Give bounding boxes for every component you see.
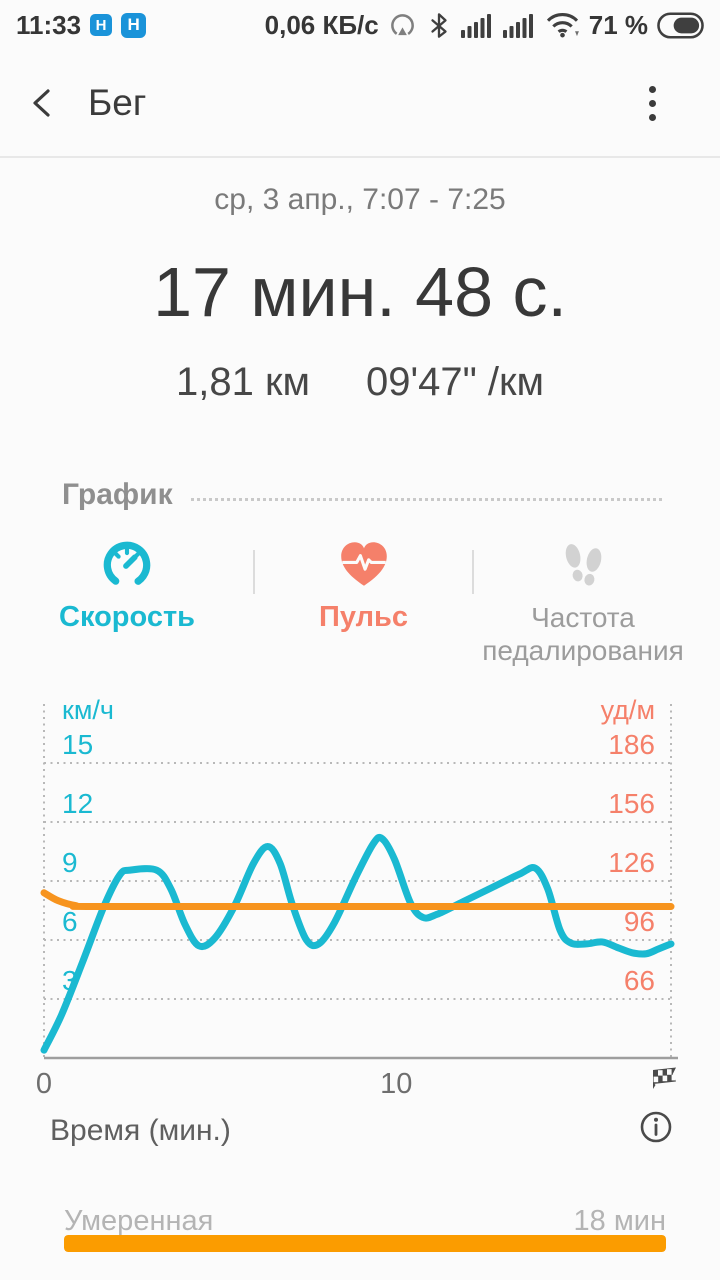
sim1-network-badge: H [90,14,113,36]
intensity-labels: Умеренная 18 мин [64,1205,666,1238]
app-bar: Бег [0,50,720,158]
axis-tick-label: 96 [623,905,655,937]
tab-speed[interactable]: Скорость [0,536,254,634]
axis-tick-label: 9 [62,846,78,878]
x-axis-label: Время (мин.) [50,1114,231,1147]
workout-duration: 17 мин. 48 с. [153,253,567,331]
axis-tick-label: 156 [608,787,655,819]
cellular-signal-icon-sim2 [502,13,533,38]
axis-tick-label: 15 [62,728,94,760]
tab-pulse[interactable]: Пульс [254,536,473,634]
axis-tick-label: 186 [608,728,655,760]
axis-tick-label: 0 [35,1068,53,1100]
intensity-duration-label: 18 мин [573,1205,666,1237]
gauge-icon [103,541,151,589]
back-icon[interactable] [26,86,60,120]
intensity-progress-bar [64,1235,666,1252]
axis-tick-label: 10 [380,1068,413,1100]
workout-substats: 1,81 км 09'47" /км [0,360,720,405]
tab-pulse-label: Пульс [319,601,408,633]
right-axis-unit: уд/м [600,695,655,725]
bluetooth-icon [431,12,447,38]
graph-section-title: График [62,478,173,511]
axis-tick-label: 126 [608,846,655,878]
left-axis-unit: км/ч [62,695,114,725]
clock: 11:33 [16,9,82,40]
hotspot-icon [390,13,414,37]
workout-date-range: ср, 3 апр., 7:07 - 7:25 [214,183,506,216]
overflow-menu-icon[interactable] [643,80,662,127]
tab-cadence[interactable]: Частота педалирования [473,536,693,667]
status-left: 11:33 H H [16,9,147,41]
tab-cadence-label: Частота педалирования [482,602,684,666]
workout-distance: 1,81 км [175,360,310,404]
activity-chart[interactable]: км/ч уд/м 15 12 9 6 3 186 156 126 96 66 0 10 Время … [0,690,720,1160]
cellular-signal-icon-sim1 [460,13,491,38]
chart-plot-area[interactable] [0,690,720,1160]
graph-section-header: График [62,478,662,512]
footprints-icon [565,544,602,586]
tab-divider [253,550,255,594]
tab-speed-label: Скорость [59,601,195,633]
intensity-level-label: Умеренная [64,1205,214,1237]
sim2-network-badge: H [121,12,147,38]
axis-tick-label: 66 [623,964,655,996]
axis-tick-label: 6 [62,905,78,937]
axis-tick-label: 3 [62,964,78,996]
heart-ecg-icon [340,542,387,586]
page-title: Бег [88,82,147,123]
dotted-rule [190,497,662,501]
axis-tick-label: 12 [62,787,94,819]
battery-icon [657,11,704,39]
workout-pace: 09'47" /км [365,360,544,404]
info-icon[interactable] [638,1109,674,1150]
finish-flag-icon [650,1064,680,1099]
status-bar: 11:33 H H 0,06 КБ/с [0,0,720,50]
network-speed-indicator: 0,06 КБ/с [264,9,379,40]
tab-divider [472,550,474,594]
battery-percent: 71 % [588,9,648,40]
status-right: 0,06 КБ/с [265,10,704,41]
wifi-icon [546,13,579,38]
metric-tabs: Скорость Пульс [0,536,720,666]
intensity-bar-fill [64,1235,666,1252]
